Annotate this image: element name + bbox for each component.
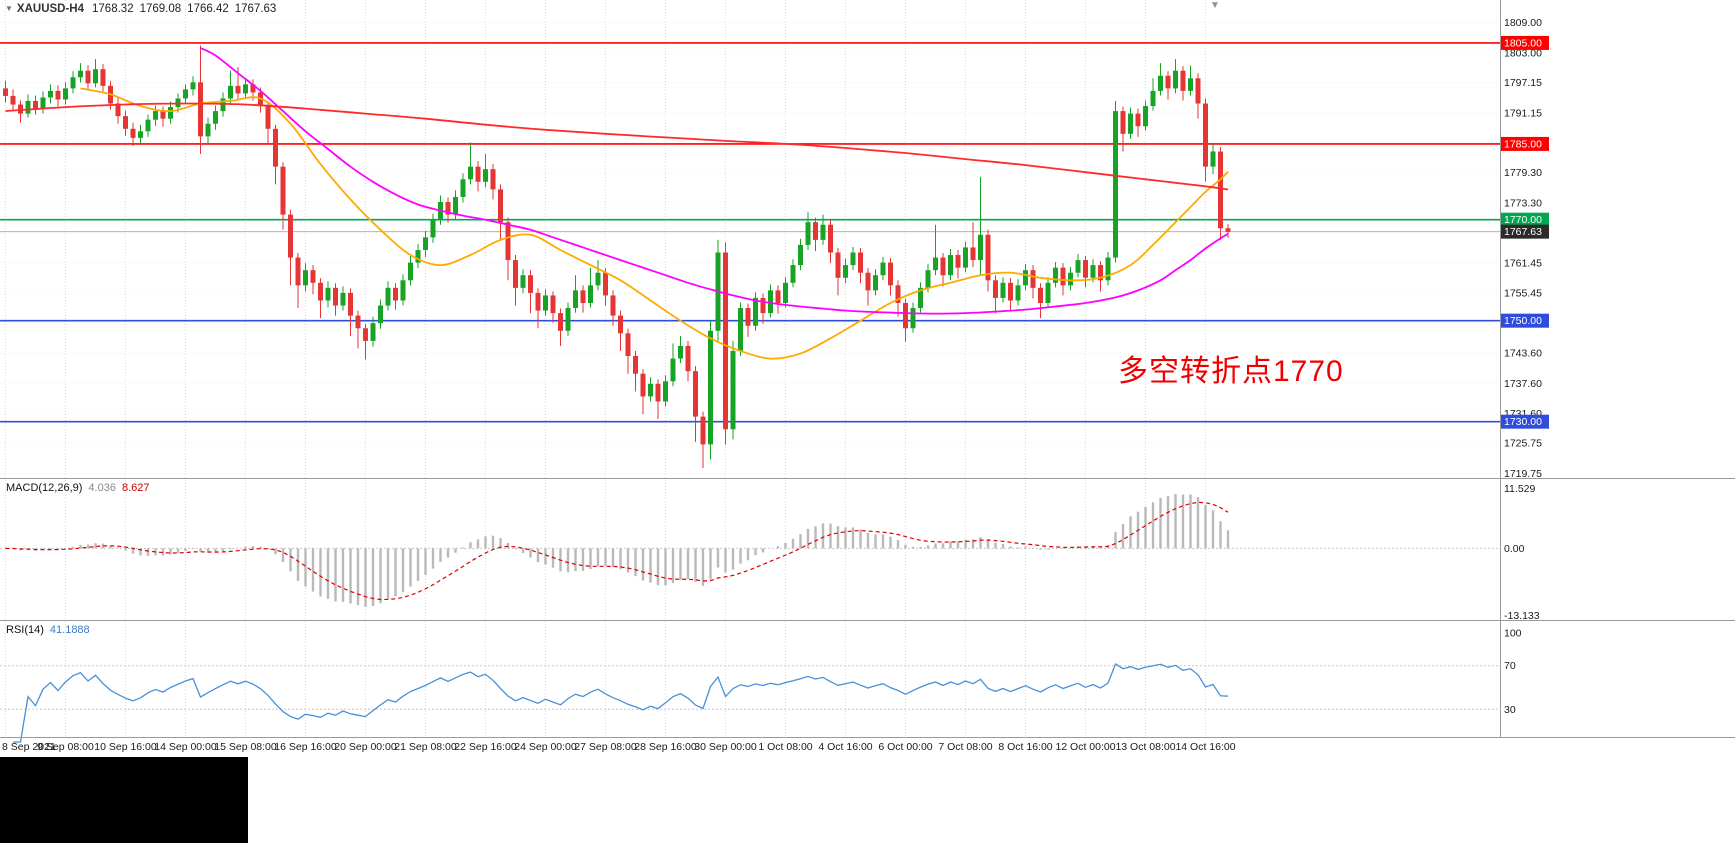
price-level-label-text: 1805.00 (1504, 37, 1542, 49)
price-axis-label: 1743.60 (1504, 347, 1542, 359)
time-axis-label: 20 Sep 00:00 (334, 741, 397, 753)
price-level-label (1501, 136, 1549, 151)
price-level-label-text: 1730.00 (1504, 416, 1542, 428)
price-axis-label: 1803.00 (1504, 48, 1542, 60)
price-level-label-text: 1785.00 (1504, 138, 1542, 150)
bottom-black-bar (0, 757, 248, 843)
candlestick-series (3, 45, 1231, 469)
price-axis-label: 1737.60 (1504, 378, 1542, 390)
time-axis-label: 15 Sep 08:00 (214, 741, 277, 753)
rsi-line (13, 663, 1229, 743)
level-lines (0, 42, 1500, 423)
rsi-scale-label: 30 (1504, 704, 1516, 716)
price-level-label-text: 1750.00 (1504, 315, 1542, 327)
price-axis-label: 1773.30 (1504, 198, 1542, 210)
price-level-label (1501, 414, 1549, 429)
price-level-label (1501, 35, 1549, 50)
time-axis-label: 13 Oct 08:00 (1115, 741, 1175, 753)
price-level-label-text: 1770.00 (1504, 214, 1542, 226)
price-axis-label: 1797.15 (1504, 77, 1542, 89)
time-axis-label: 14 Oct 16:00 (1175, 741, 1235, 753)
rsi-scale-label: 100 (1504, 628, 1522, 640)
time-axis-label: 16 Sep 16:00 (274, 741, 337, 753)
rsi-panel (0, 663, 1500, 743)
time-axis-label: 30 Sep 00:00 (694, 741, 757, 753)
time-axis-label: 28 Sep 16:00 (634, 741, 697, 753)
price-axis-label: 1779.30 (1504, 167, 1542, 179)
price-level-label (1501, 313, 1549, 328)
time-axis-label: 8 Oct 16:00 (998, 741, 1052, 753)
rsi-scale-label: 70 (1504, 660, 1516, 672)
time-axis-label: 8 Sep 2021 (2, 741, 56, 753)
price-axis-label: 1719.75 (1504, 468, 1542, 480)
price-axis-label: 1761.45 (1504, 257, 1542, 269)
time-axis-label: 9 Sep 08:00 (37, 741, 94, 753)
macd-signal-line (5, 501, 1229, 601)
macd-scale-label: 0.00 (1504, 543, 1525, 555)
price-level-label (1501, 224, 1549, 239)
macd-panel (0, 493, 1500, 607)
time-axis-label: 24 Sep 00:00 (514, 741, 577, 753)
macd-scale-label: 11.529 (1504, 483, 1535, 495)
time-axis-label: 1 Oct 08:00 (758, 741, 812, 753)
price-level-label-text: 1767.63 (1504, 226, 1542, 238)
time-axis-label: 4 Oct 16:00 (818, 741, 872, 753)
ma-fast-orange (80, 87, 1229, 360)
time-axis-label: 12 Oct 00:00 (1055, 741, 1115, 753)
moving-averages (5, 47, 1229, 360)
chart-shift-marker[interactable]: ▼ (1210, 0, 1220, 11)
time-axis-label: 21 Sep 08:00 (394, 741, 457, 753)
time-axis-label: 6 Oct 00:00 (878, 741, 932, 753)
price-axis-label: 1725.75 (1504, 438, 1542, 450)
macd-scale-label: -13.133 (1504, 610, 1540, 622)
time-axis-label: 22 Sep 16:00 (454, 741, 517, 753)
price-axis-label: 1755.45 (1504, 288, 1542, 300)
time-axis-label: 10 Sep 16:00 (94, 741, 157, 753)
price-level-label (1501, 212, 1549, 227)
ma-mid-magenta (200, 47, 1229, 315)
time-axis-label: 7 Oct 08:00 (938, 741, 992, 753)
time-axis-label: 14 Sep 00:00 (154, 741, 217, 753)
price-axis-label: 1809.00 (1504, 17, 1542, 29)
ma-slow-red (5, 102, 1229, 191)
price-axis-label: 1791.15 (1504, 107, 1542, 119)
time-axis-label: 27 Sep 08:00 (574, 741, 637, 753)
